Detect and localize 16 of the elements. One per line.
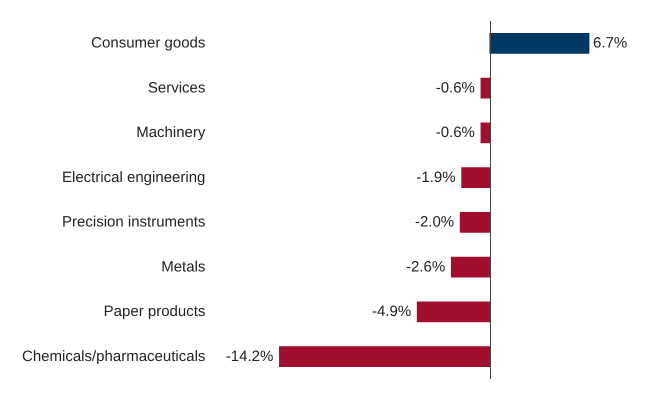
data-label: -0.6% <box>436 124 475 142</box>
y-tick-label: Paper products <box>104 303 206 320</box>
y-tick-label: Chemicals/pharmaceuticals <box>22 348 206 365</box>
data-label: -0.6% <box>436 79 475 96</box>
y-tick-label: Precision instruments <box>62 214 206 231</box>
data-label: 6.7% <box>593 34 628 52</box>
y-tick-label: Metals <box>161 258 206 276</box>
data-label: -4.9% <box>372 303 412 320</box>
y-tick-label: Machinery <box>136 124 206 142</box>
data-label: -2.0% <box>414 214 454 231</box>
data-label: -2.6% <box>406 258 446 276</box>
data-label: -1.9% <box>416 168 456 186</box>
y-tick-label: Electrical engineering <box>62 168 206 186</box>
y-tick-label: Consumer goods <box>91 34 206 52</box>
y-tick-label: Services <box>148 79 206 96</box>
data-label: -14.2% <box>226 348 274 365</box>
